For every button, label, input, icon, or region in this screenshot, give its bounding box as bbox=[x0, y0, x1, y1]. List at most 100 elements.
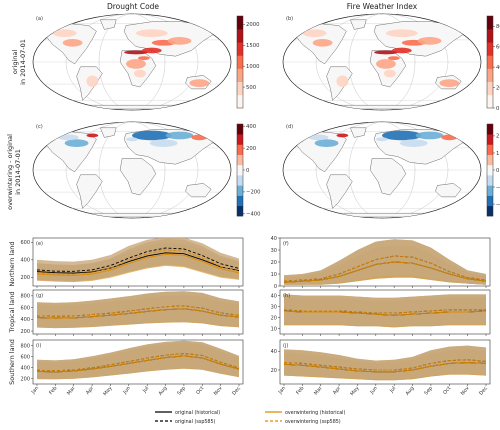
land-south-america bbox=[76, 174, 103, 209]
month-label: Dec bbox=[231, 385, 242, 396]
colorbar-segment bbox=[237, 94, 243, 109]
colorbar-tick-label: 2000 bbox=[246, 22, 260, 28]
series-band bbox=[284, 294, 486, 327]
month-label: Dec bbox=[478, 385, 489, 396]
month-label: Apr bbox=[85, 385, 96, 396]
series-line bbox=[36, 353, 240, 372]
ts-row-label-northern: Northern land bbox=[8, 242, 16, 287]
colorbar-segment bbox=[237, 134, 243, 145]
map-panels: (a)200015001000500(b)806040200(c)4002000… bbox=[32, 13, 500, 219]
map-field-patch bbox=[165, 131, 194, 140]
map-field-patch bbox=[126, 59, 146, 69]
colorbar-segment bbox=[487, 134, 493, 145]
map-field-patch bbox=[126, 137, 138, 142]
month-label: Sep bbox=[176, 385, 187, 396]
colorbar-segment bbox=[487, 81, 493, 96]
map-field-patch bbox=[86, 133, 99, 138]
colorbar-segment bbox=[237, 29, 243, 43]
colorbar-tick-label: 400 bbox=[246, 124, 257, 130]
map-field-patch bbox=[135, 29, 168, 38]
y-tick-label: 20 bbox=[271, 368, 277, 374]
timeseries-panel: 20 40 Jan Feb Mar Apr May Jun Jul Aug Sep Oct Nov Dec… bbox=[271, 339, 491, 397]
y-tick-label: 800 bbox=[20, 343, 30, 349]
ts-row-label-tropical: Tropical land bbox=[8, 292, 16, 334]
y-tick-label: 200 bbox=[20, 329, 30, 335]
colorbar-tick-label: 0 bbox=[496, 106, 500, 112]
colorbar-tick-label: 40 bbox=[496, 65, 500, 71]
month-label: Jan bbox=[30, 385, 40, 396]
map-panel: (d) 2 1 0 −1 −2 bbox=[282, 121, 500, 219]
graticule-meridian bbox=[98, 122, 166, 218]
month-label: Jul bbox=[388, 385, 397, 394]
land-australia bbox=[435, 183, 462, 198]
colorbar-segment bbox=[237, 81, 243, 96]
timeseries-panel: 10 20 30 40 (h) bbox=[271, 289, 491, 336]
map-field-patch bbox=[141, 47, 162, 54]
colorbar-tick-label: 60 bbox=[496, 44, 500, 50]
month-label: Oct bbox=[442, 385, 452, 396]
graticule-meridian bbox=[98, 14, 166, 110]
graticule-meridian bbox=[65, 122, 199, 218]
legend-label-overwintering-historical: overwintering (historical) bbox=[285, 410, 346, 416]
series-line bbox=[36, 355, 240, 373]
map-field-patch bbox=[149, 139, 178, 147]
panel-label: (b) bbox=[286, 16, 293, 22]
colorbar-segment bbox=[487, 175, 493, 186]
series-band bbox=[37, 291, 239, 328]
map-field-patch bbox=[336, 133, 349, 138]
colorbar-tick-label: 1500 bbox=[246, 43, 260, 49]
month-label: Mar bbox=[313, 385, 324, 397]
map-row-label-line-2: in 2014-07-01 bbox=[14, 149, 22, 195]
map-field-patch bbox=[314, 139, 339, 147]
land-greenland bbox=[100, 19, 117, 30]
y-tick-label: 40 bbox=[271, 293, 277, 299]
y-tick-label: 10 bbox=[271, 326, 277, 332]
series-line bbox=[283, 359, 487, 371]
map-row-label-difference: overwintering - original in 2014-07-01 bbox=[6, 134, 22, 210]
colorbar-frame bbox=[486, 15, 494, 109]
colorbar-segment bbox=[237, 124, 243, 135]
column-title-drought-code: Drought Code bbox=[107, 2, 159, 11]
panel-label: (c) bbox=[36, 124, 43, 130]
map-field-patch bbox=[374, 50, 398, 55]
colorbar-tick-label: 80 bbox=[496, 24, 500, 30]
graticule-meridian bbox=[348, 122, 416, 218]
panel-label: (i) bbox=[36, 343, 41, 349]
map-field-patch bbox=[308, 134, 329, 141]
y-tick-label: 40 bbox=[271, 349, 277, 355]
legend-label-overwintering-ssp585: overwintering (ssp585) bbox=[285, 419, 341, 425]
map-field-patch bbox=[383, 69, 396, 78]
colorbar-tick-label: −400 bbox=[246, 212, 261, 218]
panel-label: (h) bbox=[283, 293, 290, 299]
map-field-patch bbox=[385, 29, 418, 38]
series-line bbox=[36, 305, 240, 317]
panel-label: (e) bbox=[36, 241, 43, 247]
series-line bbox=[283, 261, 487, 283]
month-label: Feb bbox=[295, 385, 305, 396]
timeseries-panel: 200 400 600 (e) bbox=[20, 237, 244, 288]
map-field-patch bbox=[336, 75, 349, 87]
timeseries-panels: 200 400 600 (e) 0 10 20 30 40 (f) 200 400 600 800 (g) 1… bbox=[20, 236, 491, 397]
month-label: Jun bbox=[122, 385, 132, 396]
colorbar-segment bbox=[487, 55, 493, 69]
colorbar: 400 200 0 −200 −400 bbox=[236, 123, 261, 218]
map-field-patch bbox=[124, 50, 148, 55]
month-label: May bbox=[102, 385, 113, 397]
colorbar: 2 1 0 −1 −2 bbox=[486, 123, 500, 217]
map-field-patch bbox=[64, 139, 89, 147]
panel-label: (g) bbox=[36, 293, 43, 299]
map-field-patch bbox=[312, 38, 333, 47]
graticule-meridian bbox=[315, 122, 449, 218]
legend: original (historical) original (ssp585) … bbox=[155, 410, 346, 425]
map-field-patch bbox=[133, 69, 146, 78]
colorbar-tick-label: 1 bbox=[496, 151, 499, 157]
panel-label: (f) bbox=[283, 241, 289, 247]
ts-row-label-southern: Southern land bbox=[8, 339, 16, 385]
colorbar-segment bbox=[487, 185, 493, 196]
panel-label: (j) bbox=[283, 343, 288, 349]
map-field-patch bbox=[302, 29, 327, 38]
map-field-patch bbox=[167, 37, 192, 45]
map-field-patch bbox=[62, 38, 83, 47]
colorbar-segment bbox=[237, 55, 243, 69]
colorbar-segment bbox=[487, 144, 493, 155]
